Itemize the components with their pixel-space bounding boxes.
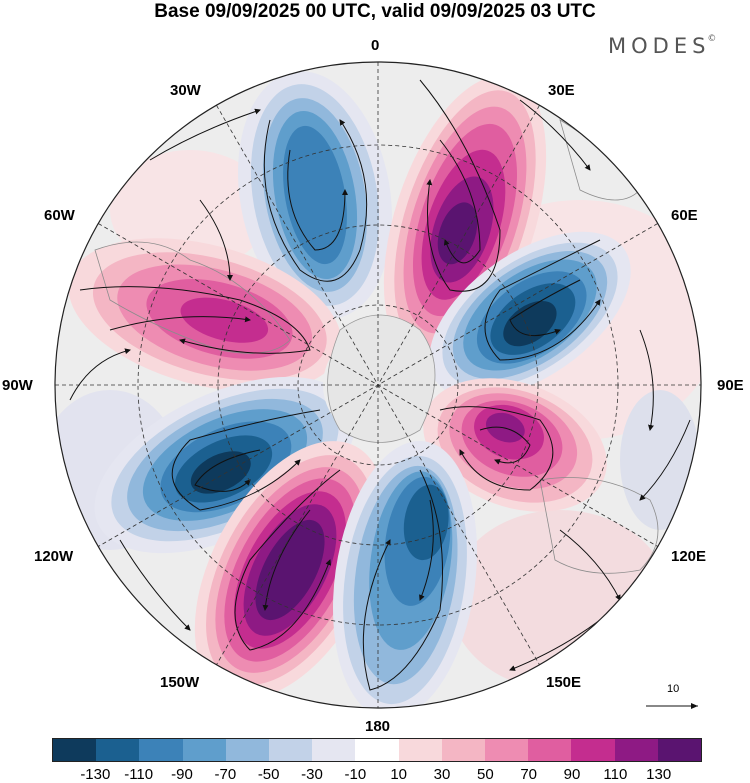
colorbar-segment — [571, 739, 615, 761]
reference-vector-label: 10 — [667, 683, 680, 695]
label-lon-60w: 60W — [44, 207, 75, 224]
label-lon-0: 0 — [371, 37, 380, 54]
colorbar-tick-label: -50 — [257, 766, 280, 783]
anomaly-positive-100e — [423, 378, 607, 512]
coastline — [94, 241, 291, 354]
colorbar-segment — [139, 739, 183, 761]
colorbar — [52, 738, 702, 762]
colorbar-tick-label: -90 — [171, 766, 193, 783]
label-lon-60e: 60E — [671, 207, 698, 224]
label-lon-90e: 90E — [717, 377, 744, 394]
colorbar-segment — [312, 739, 356, 761]
colorbar-tick-label: -10 — [344, 766, 367, 783]
copyright-mark: © — [707, 34, 717, 44]
colorbar-segment — [485, 739, 529, 761]
colorbar-tick-label: 10 — [390, 766, 407, 783]
anomaly-positive-150w — [194, 441, 386, 699]
colorbar-tick-label: 50 — [476, 766, 494, 783]
map-border — [54, 61, 702, 709]
colorbar-tick-label: 110 — [603, 766, 628, 783]
label-lon-180: 180 — [365, 718, 391, 735]
colorbar-tick-label: -130 — [80, 766, 111, 783]
colorbar-tick-label: 90 — [563, 766, 581, 783]
colorbar-tick-label: 30 — [433, 766, 451, 783]
colorbar-segment — [614, 739, 658, 761]
label-lon-120w: 120W — [34, 548, 74, 565]
colorbar-segment — [657, 739, 702, 761]
map-title: Base 09/09/2025 00 UTC, valid 09/09/2025… — [154, 1, 596, 22]
colorbar-tick-label: -30 — [301, 766, 323, 783]
brand-name: MODES — [608, 34, 711, 58]
label-lon-30w: 30W — [170, 82, 201, 99]
label-lon-150w: 150W — [160, 674, 200, 691]
colorbar-tick-label: 70 — [520, 766, 537, 783]
colorbar-segment — [528, 739, 572, 761]
colorbar-tick-label: -110 — [124, 766, 154, 783]
label-lon-30e: 30E — [548, 82, 575, 99]
wind-streamlines — [69, 79, 691, 691]
colorbar-tick-label: -70 — [214, 766, 237, 783]
colorbar-segment — [225, 739, 270, 761]
label-lon-90w: 90W — [2, 377, 33, 394]
colorbar-segment — [355, 739, 399, 761]
graticule — [55, 62, 701, 708]
colorbar-segment — [96, 739, 140, 761]
anomaly-negative-60e — [429, 231, 631, 399]
colorbar-segment — [398, 739, 442, 761]
map-field — [55, 62, 701, 708]
colorbar-segment — [53, 739, 97, 761]
label-lon-120e: 120E — [671, 548, 707, 565]
weak-negative-patch — [620, 390, 700, 530]
colorbar-segment — [269, 739, 313, 761]
colorbar-segment — [182, 739, 226, 761]
colorbar-tick-label: 130 — [646, 766, 672, 783]
coastline — [539, 477, 659, 574]
label-lon-150e: 150E — [546, 674, 582, 691]
anomaly-negative-30w — [238, 71, 392, 319]
modes-logo: MODES© — [608, 34, 716, 58]
weak-positive-patch — [450, 510, 670, 690]
reference-vector-arrow — [646, 703, 698, 709]
anomaly-negative-180 — [332, 441, 478, 708]
colorbar-segment — [441, 739, 486, 761]
